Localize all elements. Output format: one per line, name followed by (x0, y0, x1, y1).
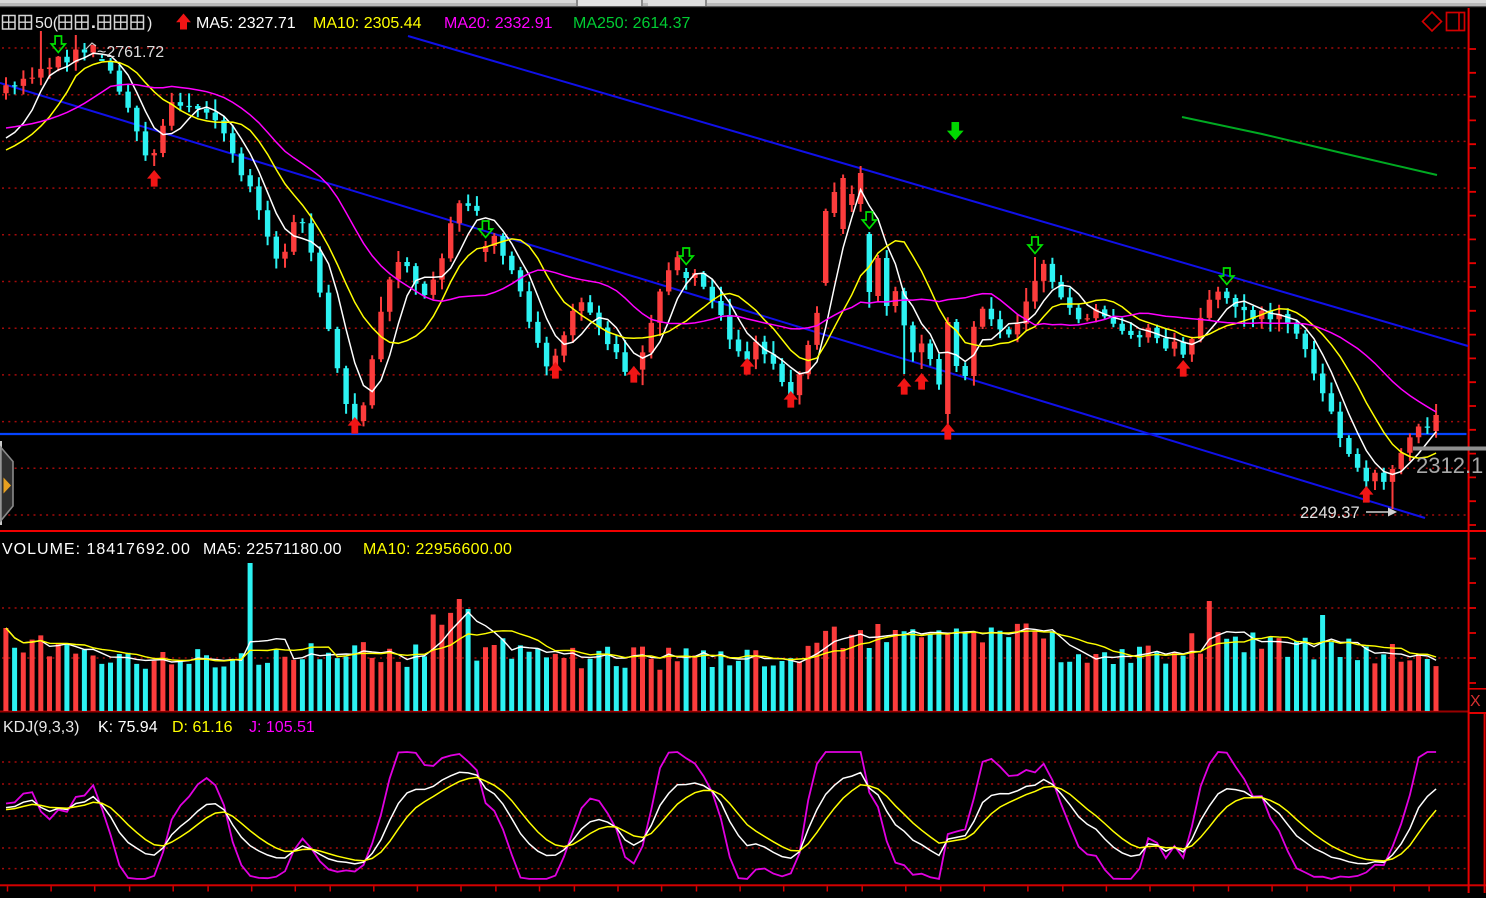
svg-text:MA250: 2614.37: MA250: 2614.37 (573, 15, 691, 32)
svg-text:MA10: 2305.44: MA10: 2305.44 (313, 15, 422, 32)
svg-text:MA20: 2332.91: MA20: 2332.91 (444, 15, 553, 32)
svg-text:MA10: 22956600.00: MA10: 22956600.00 (363, 541, 512, 558)
svg-text:J: 105.51: J: 105.51 (249, 719, 315, 736)
svg-text:): ) (147, 15, 152, 32)
svg-text:VOLUME: 18417692.00: VOLUME: 18417692.00 (2, 541, 191, 558)
svg-text:2312.1: 2312.1 (1416, 453, 1483, 478)
svg-text:MA5: 2327.71: MA5: 2327.71 (196, 15, 296, 32)
svg-text:50(: 50( (35, 15, 59, 32)
svg-text:MA5: 22571180.00: MA5: 22571180.00 (203, 541, 342, 558)
svg-text:D: 61.16: D: 61.16 (172, 719, 233, 736)
svg-text:X: X (1470, 693, 1481, 710)
svg-text:KDJ(9,3,3): KDJ(9,3,3) (3, 719, 79, 736)
svg-text:~2761.72: ~2761.72 (97, 44, 164, 61)
svg-text:2249.37: 2249.37 (1300, 504, 1360, 522)
svg-text:K: 75.94: K: 75.94 (98, 719, 158, 736)
